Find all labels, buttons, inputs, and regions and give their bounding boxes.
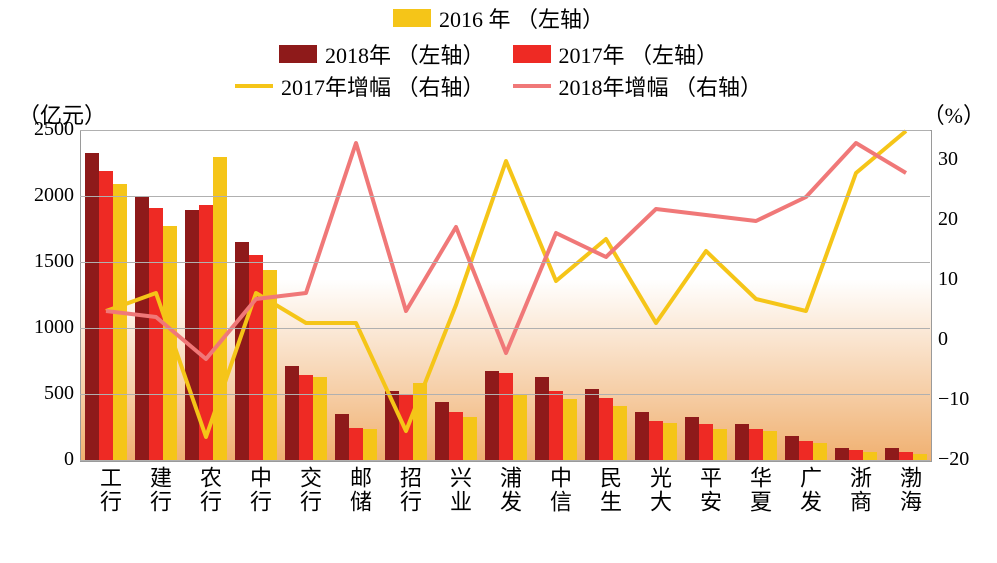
gridline	[80, 262, 930, 263]
x-category-label: 浙商	[843, 466, 875, 514]
x-category-label: 农行	[193, 466, 225, 514]
y-right-tick: 0	[938, 328, 948, 351]
legend-row-3: 2017年增幅 （右轴） 2018年增幅 （右轴）	[0, 70, 997, 102]
x-category-label: 兴业	[443, 466, 475, 514]
y-right-tick: 20	[938, 208, 958, 231]
legend-item-growth-2018: 2018年增幅 （右轴）	[513, 70, 763, 102]
x-category-label: 建行	[143, 466, 175, 514]
y-left-tick: 500	[44, 382, 74, 405]
x-category-label: 平安	[693, 466, 725, 514]
line-growth-2017	[106, 131, 906, 437]
x-category-label: 华夏	[743, 466, 775, 514]
x-category-label: 招行	[393, 466, 425, 514]
legend-swatch-2016	[393, 9, 431, 27]
y-right-tick: −10	[938, 388, 969, 411]
legend-swatch-growth-2017	[235, 84, 273, 88]
x-category-label: 渤海	[893, 466, 925, 514]
x-category-label: 民生	[593, 466, 625, 514]
gridline	[80, 460, 930, 461]
legend-label-growth-2018: 2018年增幅 （右轴）	[559, 70, 763, 102]
x-category-label: 中信	[543, 466, 575, 514]
gridline	[80, 394, 930, 395]
line-layer	[81, 131, 931, 461]
gridline	[80, 130, 930, 131]
legend-item-2018: 2018年 （左轴）	[279, 38, 485, 70]
x-category-label: 光大	[643, 466, 675, 514]
y-left-tick: 1000	[34, 316, 74, 339]
x-category-label: 工行	[93, 466, 125, 514]
gridline	[80, 196, 930, 197]
y-left-tick: 1500	[34, 250, 74, 273]
legend-swatch-2017	[513, 45, 551, 63]
y-right-tick: 30	[938, 148, 958, 171]
y-right-tick: 10	[938, 268, 958, 291]
legend-item-2016: 2016 年 （左轴）	[393, 2, 604, 34]
line-growth-2018	[106, 143, 906, 359]
gridline	[80, 328, 930, 329]
legend-swatch-growth-2018	[513, 84, 551, 88]
legend-label-2016: 2016 年 （左轴）	[439, 2, 604, 34]
legend-row-2: 2018年 （左轴） 2017年 （左轴）	[0, 38, 997, 70]
legend-label-2018: 2018年 （左轴）	[325, 38, 485, 70]
plot-area	[80, 130, 932, 462]
y-left-tick: 2000	[34, 184, 74, 207]
legend-label-2017: 2017年 （左轴）	[559, 38, 719, 70]
y-left-tick: 0	[64, 448, 74, 471]
y-left-tick: 2500	[34, 118, 74, 141]
legend-item-2017: 2017年 （左轴）	[513, 38, 719, 70]
y-right-tick: −20	[938, 448, 969, 471]
legend-row-1: 2016 年 （左轴）	[0, 2, 997, 34]
legend-item-growth-2017: 2017年增幅 （右轴）	[235, 70, 485, 102]
x-category-label: 交行	[293, 466, 325, 514]
x-axis-labels: 工行建行农行中行交行邮储招行兴业浦发中信民生光大平安华夏广发浙商渤海	[80, 466, 930, 556]
x-category-label: 中行	[243, 466, 275, 514]
y-right-axis-label: （%）	[923, 98, 985, 130]
legend-swatch-2018	[279, 45, 317, 63]
x-category-label: 邮储	[343, 466, 375, 514]
x-category-label: 广发	[793, 466, 825, 514]
legend-label-growth-2017: 2017年增幅 （右轴）	[281, 70, 485, 102]
x-category-label: 浦发	[493, 466, 525, 514]
